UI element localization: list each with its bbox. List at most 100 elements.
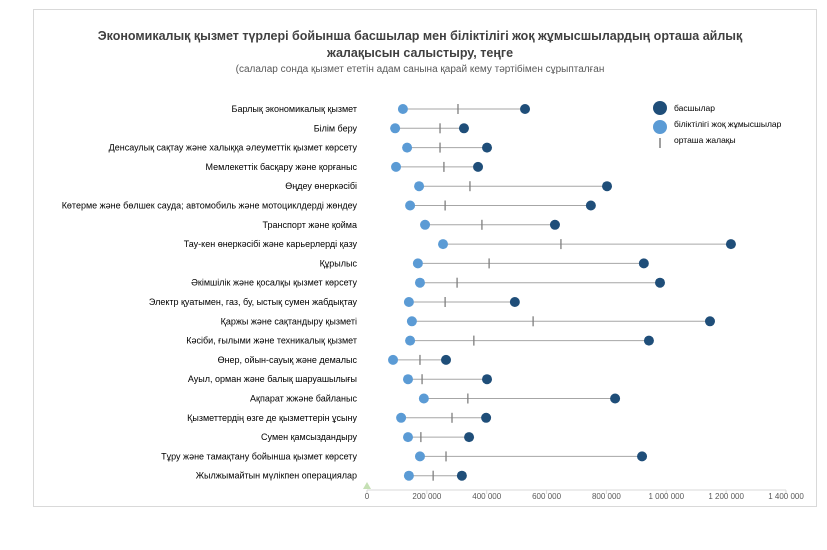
managers-point: [456, 470, 467, 481]
row: Жылжымайтын мүлікпен операциялар: [196, 470, 467, 481]
category-label: Сумен қамсыздандыру: [261, 432, 357, 442]
category-label: Қызметтердің өзге де қызметтерін ұсыну: [187, 413, 357, 423]
category-label: Өңдеу өнеркәсібі: [285, 181, 357, 191]
row: Білім беру: [314, 123, 469, 134]
managers-point: [481, 412, 492, 423]
category-label: Мемлекеттік басқару және қорғаныс: [206, 162, 358, 172]
row: Қызметтердің өзге де қызметтерін ұсыну: [187, 412, 492, 423]
category-label: Білім беру: [314, 123, 358, 133]
category-label: Барлық экономикалық қызмет: [232, 104, 357, 114]
managers-point: [473, 161, 484, 172]
x-tick-label: 400 000: [472, 492, 501, 501]
row: Өнер, ойын-сауық және демалыс: [218, 354, 452, 365]
row: Өңдеу өнеркәсібі: [285, 181, 613, 192]
unskilled-point: [418, 393, 429, 404]
managers-point: [610, 393, 621, 404]
row: Қаржы және сақтандыру қызметі: [221, 316, 715, 327]
managers-point: [520, 104, 531, 114]
category-label: Жылжымайтын мүлікпен операциялар: [196, 471, 357, 481]
managers-point: [464, 432, 475, 443]
x-tick-label: 1 000 000: [648, 492, 684, 501]
unskilled-point: [412, 258, 423, 269]
category-label: Кәсіби, ғылыми және техникалық қызмет: [186, 336, 357, 346]
category-label: Электр қуатымен, газ, бу, ыстық сумен жа…: [149, 297, 358, 307]
managers-point: [509, 297, 520, 307]
row: Транспорт және қойма: [263, 219, 560, 230]
row: Құрылыс: [320, 258, 649, 269]
row: Сумен қамсыздандыру: [261, 432, 475, 443]
row: Көтерме және бөлшек сауда; автомобиль жә…: [62, 200, 596, 211]
managers-point: [643, 335, 654, 346]
legend-average-label: орташа жалақы: [674, 135, 736, 145]
managers-point: [549, 219, 560, 230]
managers-point: [638, 258, 649, 269]
category-label: Денсаулық сақтау және халыққа әлеуметтік…: [109, 143, 358, 153]
unskilled-point: [403, 470, 414, 481]
x-tick-label: 1 200 000: [708, 492, 744, 501]
legend-managers-marker: [653, 101, 667, 115]
axis-origin-marker: [363, 482, 371, 489]
legend: басшылар біліктілігі жоқ жұмысшылар орта…: [653, 101, 782, 148]
managers-point: [637, 451, 648, 462]
managers-point: [725, 239, 736, 250]
unskilled-point: [388, 354, 399, 365]
unskilled-point: [403, 432, 414, 443]
chart-area: [33, 9, 817, 507]
row: Кәсіби, ғылыми және техникалық қызмет: [186, 335, 654, 346]
chart-title-line1: Экономикалық қызмет түрлері бойынша басш…: [98, 29, 743, 43]
managers-point: [458, 123, 469, 134]
managers-point: [482, 374, 493, 385]
row: Электр қуатымен, газ, бу, ыстық сумен жа…: [149, 297, 520, 307]
category-label: Өнер, ойын-сауық және демалыс: [218, 355, 358, 365]
managers-point: [655, 277, 666, 288]
category-label: Көтерме және бөлшек сауда; автомобиль жә…: [62, 201, 358, 211]
unskilled-point: [390, 123, 401, 134]
unskilled-point: [405, 200, 416, 211]
managers-point: [441, 354, 452, 365]
managers-point: [704, 316, 715, 327]
row: Мемлекеттік басқару және қорғаныс: [206, 161, 484, 172]
unskilled-point: [438, 239, 449, 250]
legend-unskilled-marker: [653, 120, 667, 134]
x-tick-label: 200 000: [412, 492, 441, 501]
unskilled-point: [414, 451, 425, 462]
legend-unskilled-label: біліктілігі жоқ жұмысшылар: [674, 119, 782, 129]
unskilled-point: [391, 161, 402, 172]
category-label: Ақпарат жжәне байланыс: [250, 394, 357, 404]
category-label: Транспорт және қойма: [263, 220, 357, 230]
category-label: Ауыл, орман және балық шаруашылығы: [188, 374, 357, 384]
x-tick-label: 600 000: [532, 492, 561, 501]
managers-point: [585, 200, 596, 211]
category-label: Тау-кен өнеркәсібі және карьерлерді қазу: [184, 239, 358, 249]
managers-point: [602, 181, 613, 192]
unskilled-point: [405, 335, 416, 346]
managers-point: [482, 142, 493, 153]
unskilled-point: [406, 316, 417, 327]
x-tick-label: 800 000: [592, 492, 621, 501]
row: Денсаулық сақтау және халыққа әлеуметтік…: [109, 142, 493, 153]
legend-managers-label: басшылар: [674, 103, 715, 113]
row: Тұру және тамақтану бойынша қызмет көрсе…: [161, 451, 648, 462]
category-label: Қаржы және сақтандыру қызметі: [221, 316, 357, 326]
row: Әкімшілік және қосалқы қызмет көрсету: [191, 277, 666, 288]
unskilled-point: [414, 181, 425, 192]
row: Ауыл, орман және балық шаруашылығы: [188, 374, 493, 385]
unskilled-point: [403, 374, 414, 385]
unskilled-point: [397, 104, 408, 114]
chart-subtitle: (салалар сонда қызмет ететін адам санына…: [236, 63, 605, 75]
row: Барлық экономикалық қызмет: [232, 104, 531, 114]
x-tick-label: 0: [365, 492, 370, 501]
row: Тау-кен өнеркәсібі және карьерлерді қазу: [184, 239, 736, 250]
unskilled-point: [402, 142, 413, 153]
x-tick-label: 1 400 000: [768, 492, 804, 501]
chart-title-line2: жалақысын салыстыру, теңге: [326, 46, 513, 60]
unskilled-point: [420, 219, 431, 230]
category-label: Тұру және тамақтану бойынша қызмет көрсе…: [161, 451, 357, 461]
unskilled-point: [403, 297, 414, 307]
unskilled-point: [396, 412, 407, 423]
category-label: Құрылыс: [320, 258, 358, 268]
unskilled-point: [414, 277, 425, 288]
category-label: Әкімшілік және қосалқы қызмет көрсету: [191, 278, 357, 288]
row: Ақпарат жжәне байланыс: [250, 393, 621, 404]
